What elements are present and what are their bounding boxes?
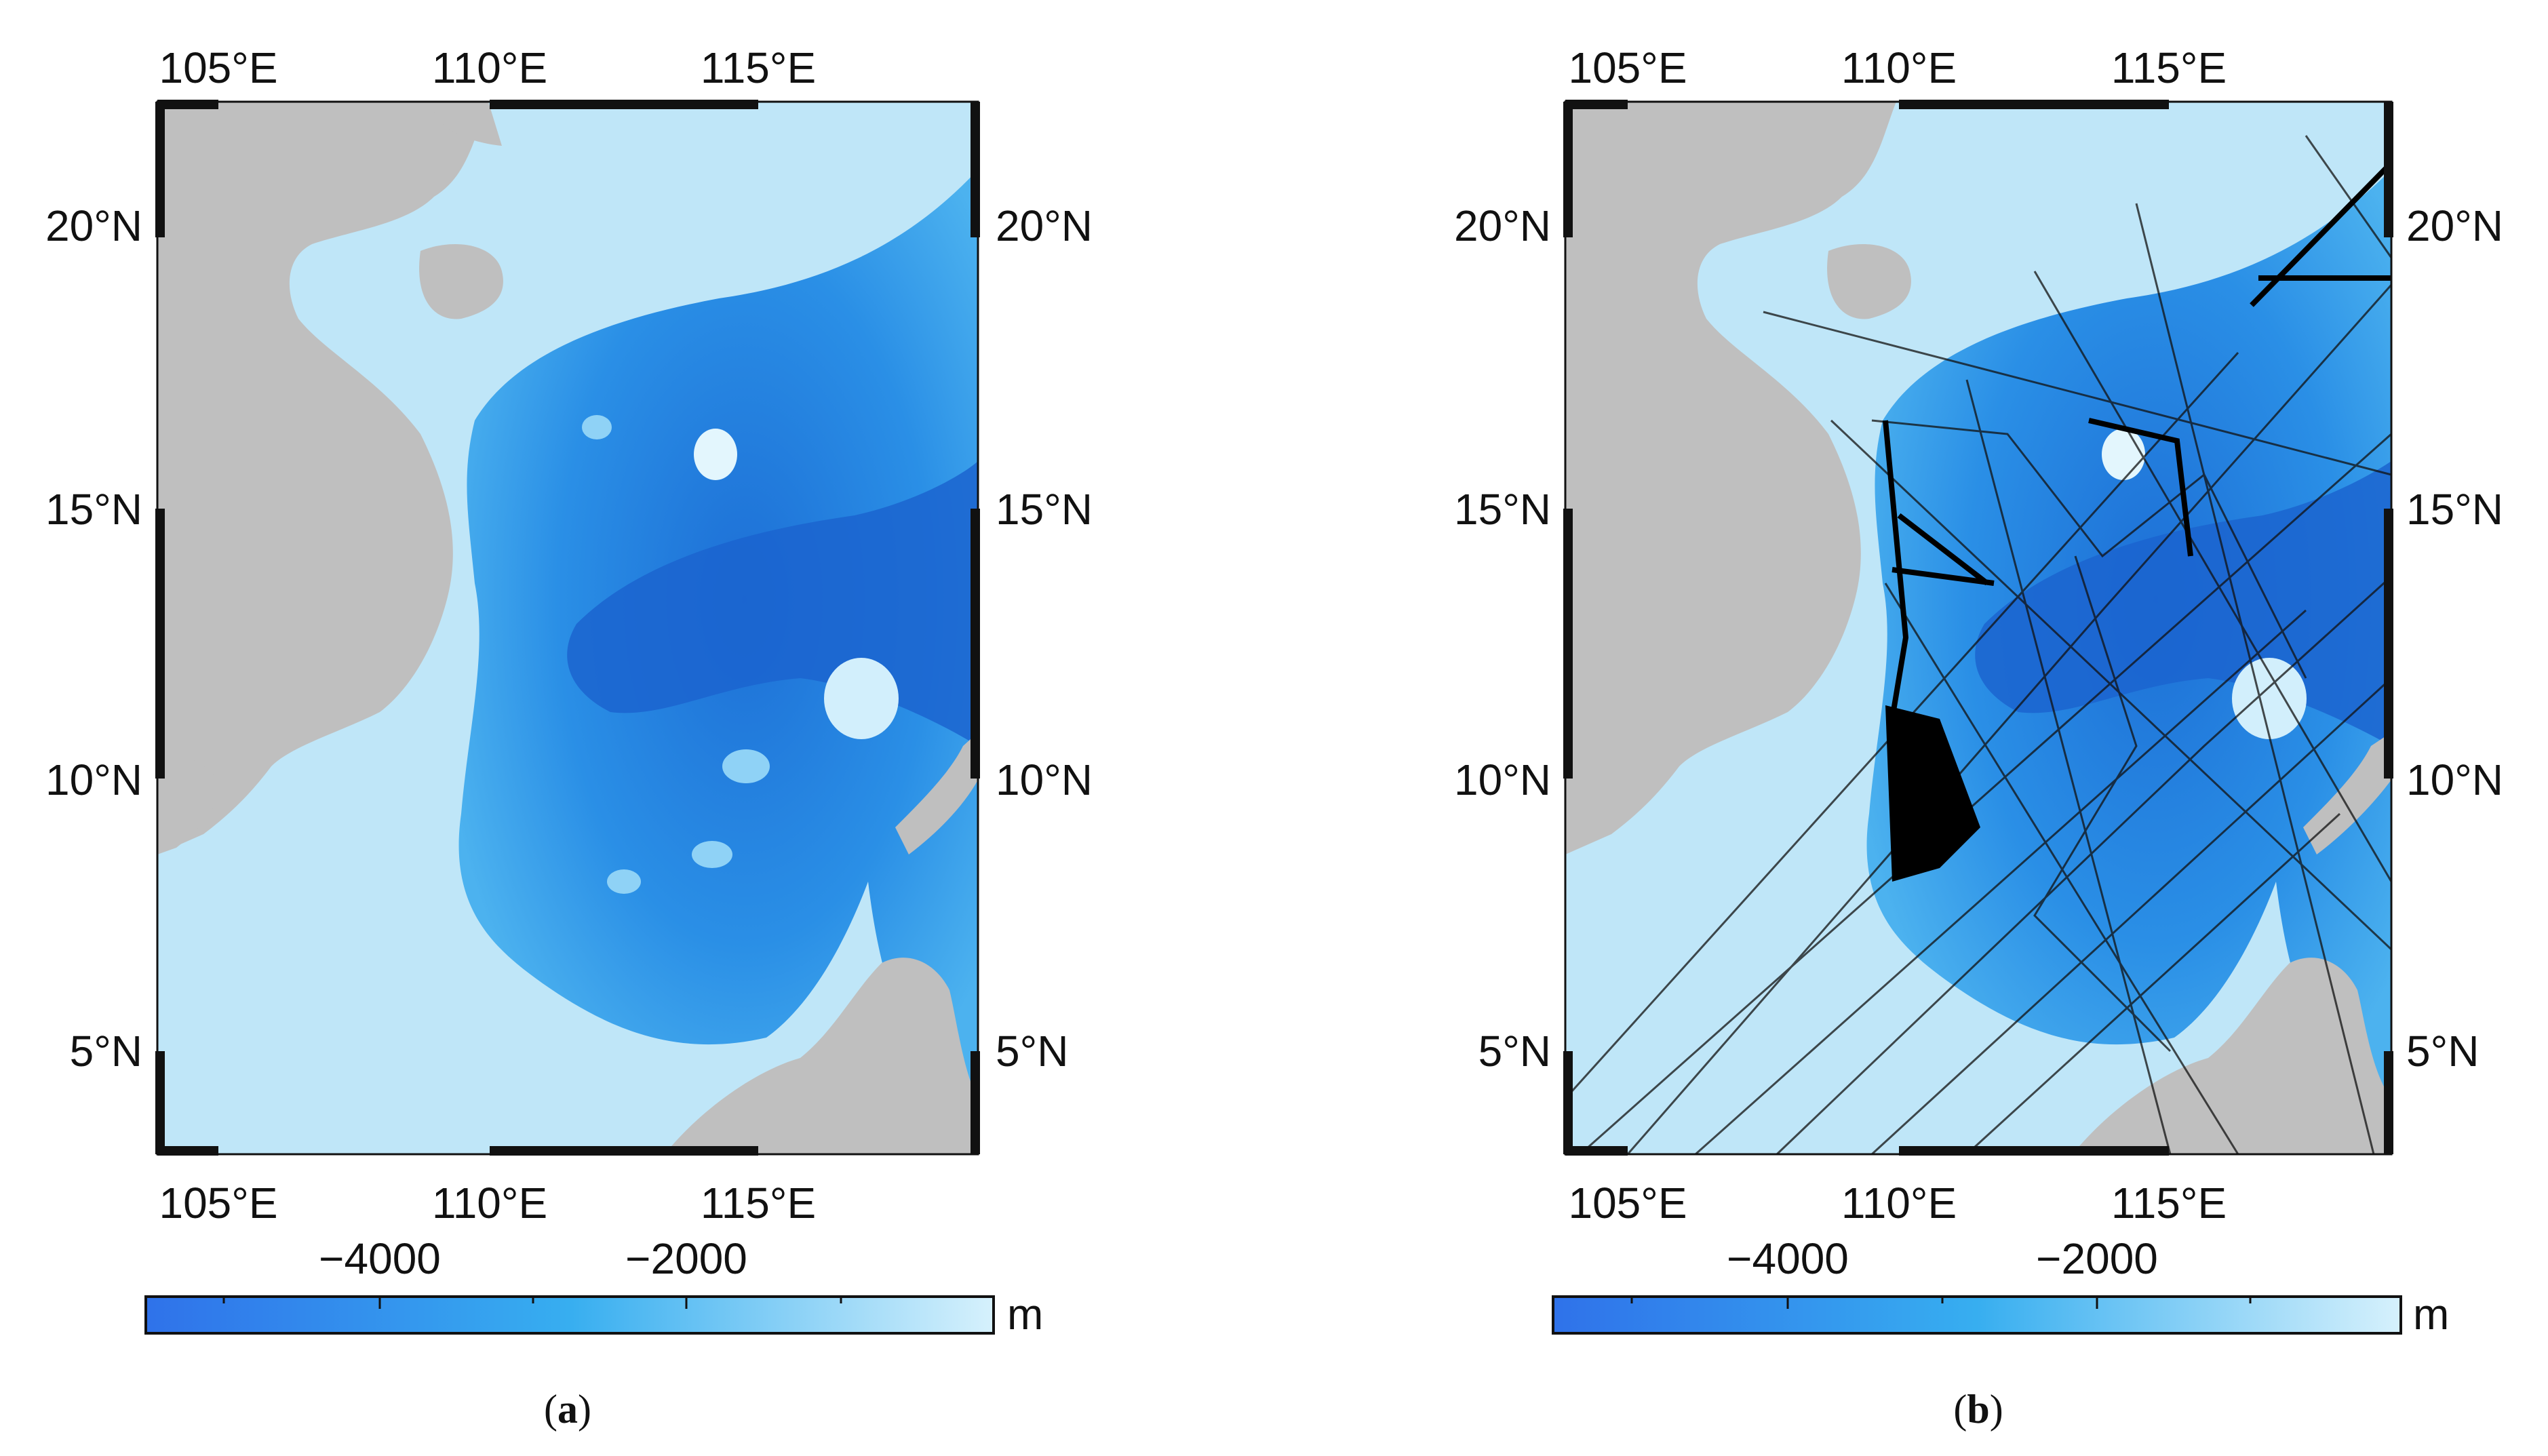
caption-a: (a) bbox=[544, 1387, 591, 1432]
ship-tracks bbox=[1564, 135, 2393, 1156]
y-tick-right: 20°N bbox=[996, 201, 1093, 250]
y-tick-right: 15°N bbox=[2406, 485, 2503, 534]
dense-tracks bbox=[1883, 161, 2393, 720]
x-tick-top: 110°E bbox=[432, 43, 547, 92]
colorbar-tick-label: −4000 bbox=[319, 1234, 441, 1283]
y-tick-right: 20°N bbox=[2406, 201, 2503, 250]
map-frame-a bbox=[155, 100, 980, 1156]
land-palawan-a bbox=[895, 732, 978, 854]
reef-patch bbox=[607, 869, 641, 894]
land-borneo-b bbox=[2073, 958, 2391, 1154]
land-hainan-a bbox=[419, 244, 503, 319]
reef-patch bbox=[692, 841, 732, 868]
x-tick-bottom: 110°E bbox=[432, 1179, 547, 1227]
y-tick-right: 5°N bbox=[996, 1027, 1068, 1076]
x-tick-top: 105°E bbox=[1568, 43, 1687, 92]
caption-letter: b bbox=[1967, 1387, 1989, 1432]
colorbar-b: −4000 −2000 m bbox=[1552, 1234, 2449, 1339]
x-tick-bottom: 115°E bbox=[701, 1179, 816, 1227]
map-a bbox=[157, 102, 978, 1154]
x-tick-top: 105°E bbox=[159, 43, 277, 92]
colorbar-a: −4000 −2000 m bbox=[144, 1234, 1043, 1339]
y-tick-left: 5°N bbox=[70, 1027, 142, 1076]
x-tick-top: 110°E bbox=[1841, 43, 1957, 92]
caption-b: (b) bbox=[1953, 1387, 2003, 1432]
colorbar-bar bbox=[1552, 1295, 2402, 1335]
y-tick-right: 5°N bbox=[2406, 1027, 2479, 1076]
x-tick-top: 115°E bbox=[701, 43, 816, 92]
panel-b: 105°E 110°E 115°E 105°E 110°E 115°E 20°N… bbox=[1454, 43, 2503, 1432]
map-frame-b bbox=[1563, 100, 2393, 1156]
colorbar-tick-label: −4000 bbox=[1727, 1234, 1849, 1283]
land-cape-a bbox=[157, 746, 218, 854]
y-tick-right: 10°N bbox=[2406, 755, 2503, 804]
y-tick-right: 10°N bbox=[996, 755, 1093, 804]
x-tick-bottom: 115°E bbox=[2111, 1179, 2227, 1227]
reef-patch bbox=[2232, 658, 2307, 739]
y-tick-left: 10°N bbox=[1454, 755, 1551, 804]
y-tick-left: 20°N bbox=[1454, 201, 1551, 250]
x-tick-top: 115°E bbox=[2111, 43, 2227, 92]
land-hainan-b bbox=[1827, 244, 1911, 319]
y-tick-left: 20°N bbox=[45, 201, 142, 250]
colorbar-bar bbox=[144, 1295, 995, 1335]
x-tick-bottom: 105°E bbox=[159, 1179, 277, 1227]
y-tick-right: 15°N bbox=[996, 485, 1093, 534]
colorbar-unit: m bbox=[1007, 1290, 1043, 1339]
land-indochina-a bbox=[157, 102, 488, 854]
y-tick-left: 15°N bbox=[1454, 485, 1551, 534]
reef-patch bbox=[824, 658, 899, 739]
x-tick-bottom: 105°E bbox=[1568, 1179, 1687, 1227]
y-tick-left: 10°N bbox=[45, 755, 142, 804]
reef-patch bbox=[582, 415, 612, 439]
reef-patch bbox=[694, 429, 737, 480]
reef-patch bbox=[722, 749, 770, 783]
colorbar-unit: m bbox=[2413, 1290, 2449, 1339]
y-tick-left: 5°N bbox=[1478, 1027, 1551, 1076]
land-indochina-b bbox=[1565, 102, 1896, 854]
reef-patch bbox=[2102, 429, 2145, 480]
map-b bbox=[1564, 102, 2393, 1156]
land-palawan-b bbox=[2303, 732, 2391, 854]
x-tick-bottom: 110°E bbox=[1841, 1179, 1957, 1227]
colorbar-tick-label: −2000 bbox=[625, 1234, 747, 1283]
colorbar-tick-label: −2000 bbox=[2036, 1234, 2158, 1283]
y-tick-left: 15°N bbox=[45, 485, 142, 534]
land-china-a bbox=[157, 102, 502, 146]
panel-a: 105°E 110°E 115°E 105°E 110°E 115°E 20°N… bbox=[45, 43, 1093, 1432]
caption-letter: a bbox=[557, 1387, 578, 1432]
survey-block bbox=[1885, 705, 1980, 882]
land-borneo-a bbox=[665, 958, 978, 1154]
